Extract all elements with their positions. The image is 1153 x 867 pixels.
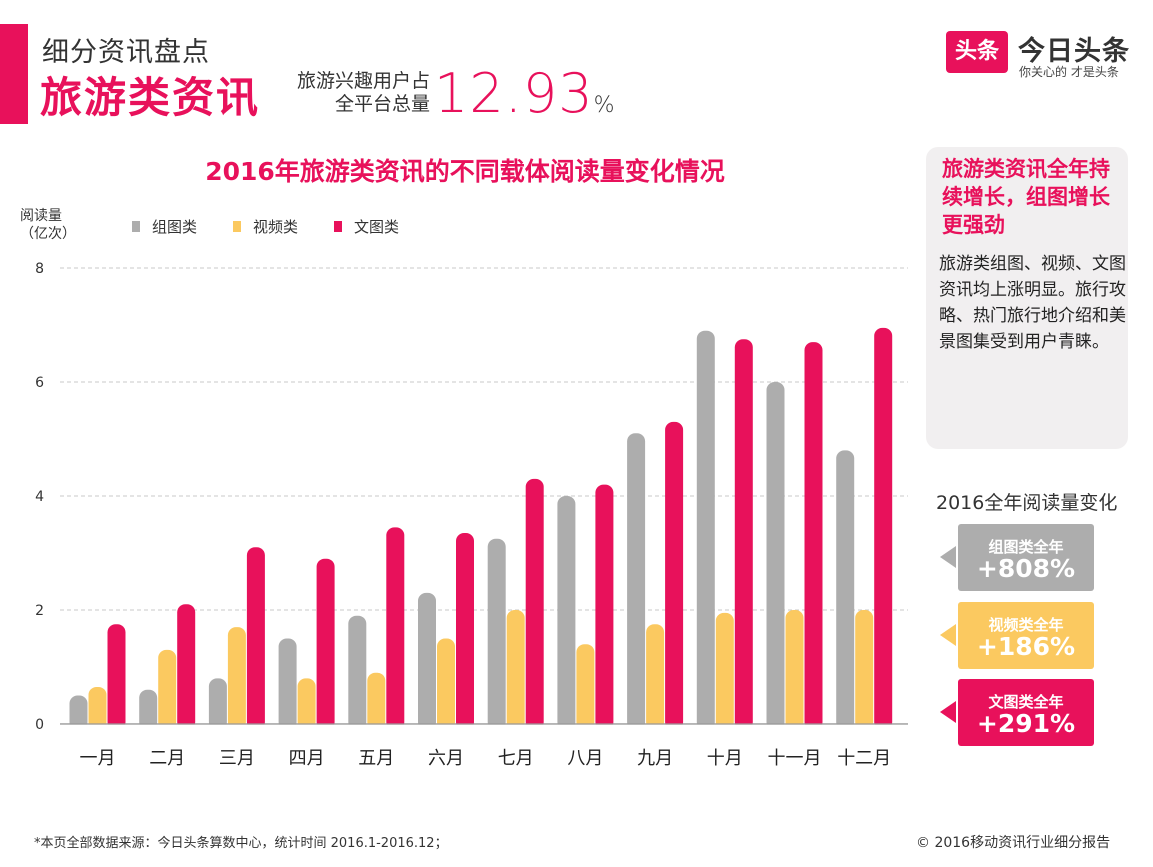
legend-item-grey: 组图类 bbox=[132, 216, 197, 237]
x-tick-label: 七月 bbox=[498, 748, 534, 769]
x-tick-label: 一月 bbox=[80, 748, 116, 769]
bar-2-0 bbox=[107, 624, 126, 730]
insight-body: 旅游类组图、视频、文图资讯均上涨明显。旅行攻略、热门旅行地介绍和美景图集受到用户… bbox=[939, 254, 1126, 352]
bar-2-9 bbox=[734, 339, 753, 730]
badge-value-pink: +291% bbox=[976, 709, 1076, 738]
page-title: 旅游类资讯 bbox=[40, 73, 261, 122]
bar-1-3 bbox=[297, 678, 316, 730]
badge-value-yellow: +186% bbox=[976, 632, 1076, 661]
bar-0-11 bbox=[836, 450, 855, 730]
legend-label-grey: 组图类 bbox=[152, 218, 198, 236]
bar-2-8 bbox=[665, 421, 684, 730]
bar-0-10 bbox=[766, 382, 785, 730]
share-label-line2: 全平台总量 bbox=[334, 93, 430, 115]
bar-1-7 bbox=[576, 644, 595, 730]
badge-grey: 组图类全年 +808% bbox=[940, 524, 1094, 591]
badge-label-yellow: 视频类全年 bbox=[988, 616, 1064, 634]
bar-1-10 bbox=[785, 610, 804, 730]
bar-0-9 bbox=[696, 330, 715, 730]
bar-2-7 bbox=[595, 484, 614, 730]
bar-2-11 bbox=[874, 327, 893, 730]
x-tick-label: 九月 bbox=[637, 748, 673, 769]
share-value: 12.93 bbox=[434, 62, 594, 125]
badge-label-pink: 文图类全年 bbox=[988, 693, 1064, 711]
copyright: © 2016移动资讯行业细分报告 bbox=[916, 835, 1111, 851]
bar-1-9 bbox=[715, 612, 734, 730]
share-value-block: 12.93% bbox=[434, 62, 616, 125]
badge-yellow: 视频类全年 +186% bbox=[940, 602, 1094, 669]
share-label: 旅游兴趣用户占 全平台总量 bbox=[292, 70, 430, 116]
y-axis-label-line1: 阅读量 bbox=[20, 208, 62, 224]
logo-name: 今日头条 bbox=[1018, 36, 1130, 67]
chart-title: 2016年旅游类资讯的不同载体阅读量变化情况 bbox=[205, 157, 725, 186]
legend-swatch-grey bbox=[132, 221, 140, 232]
badge-label-grey: 组图类全年 bbox=[988, 538, 1064, 556]
bar-2-2 bbox=[246, 547, 265, 730]
legend-swatch-pink bbox=[334, 221, 343, 232]
bar-0-7 bbox=[557, 496, 576, 730]
x-tick-label: 三月 bbox=[219, 748, 255, 769]
insight-heading: 旅游类资讯全年持续增长，组图增长更强劲 bbox=[942, 157, 1110, 237]
y-axis-label: 阅读量 （亿次） bbox=[20, 207, 76, 243]
y-tick-label: 0 bbox=[35, 717, 44, 733]
y-axis-label-line2: （亿次） bbox=[20, 226, 76, 242]
bar-2-4 bbox=[386, 527, 405, 730]
bar-2-1 bbox=[177, 604, 196, 730]
share-label-line1: 旅游兴趣用户占 bbox=[296, 70, 430, 92]
bar-1-6 bbox=[506, 610, 525, 730]
y-tick-label: 2 bbox=[35, 603, 44, 619]
bar-1-4 bbox=[367, 672, 386, 730]
x-tick-label: 五月 bbox=[358, 748, 394, 769]
share-unit: % bbox=[593, 93, 616, 118]
legend-item-pink: 文图类 bbox=[334, 216, 399, 237]
bar-0-3 bbox=[278, 638, 297, 730]
y-tick-label: 6 bbox=[35, 375, 44, 391]
legend-swatch-yellow bbox=[233, 221, 242, 232]
bar-0-8 bbox=[627, 433, 646, 730]
summary-title: 2016全年阅读量变化 bbox=[936, 492, 1118, 514]
chart-legend: 组图类 视频类 文图类 bbox=[132, 216, 399, 237]
bar-1-1 bbox=[158, 649, 177, 730]
logo-slogan: 你关心的 才是头条 bbox=[1019, 65, 1119, 79]
x-tick-label: 二月 bbox=[149, 748, 185, 769]
bar-0-2 bbox=[208, 678, 227, 730]
page-subtitle: 细分资讯盘点 bbox=[42, 37, 210, 68]
bar-1-11 bbox=[855, 610, 874, 730]
x-tick-label: 四月 bbox=[289, 748, 325, 769]
x-tick-label: 十一月 bbox=[768, 748, 822, 769]
y-tick-label: 8 bbox=[35, 261, 44, 277]
accent-bar bbox=[0, 24, 28, 124]
x-tick-label: 八月 bbox=[567, 748, 603, 769]
baseline-mask bbox=[60, 724, 908, 733]
bar-0-6 bbox=[487, 538, 506, 730]
bar-2-5 bbox=[456, 533, 474, 730]
legend-item-yellow: 视频类 bbox=[233, 216, 298, 237]
bar-0-0 bbox=[69, 695, 88, 730]
logo-box: 头条 bbox=[946, 31, 1008, 73]
bar-1-8 bbox=[646, 624, 665, 730]
y-tick-label: 4 bbox=[35, 489, 44, 505]
x-tick-label: 十月 bbox=[707, 748, 743, 769]
legend-label-yellow: 视频类 bbox=[253, 218, 299, 236]
bar-1-2 bbox=[227, 627, 246, 730]
x-tick-label: 十二月 bbox=[837, 748, 891, 769]
bar-1-0 bbox=[88, 686, 107, 730]
bar-0-1 bbox=[139, 689, 158, 730]
insight-panel: 旅游类资讯全年持续增长，组图增长更强劲 旅游类组图、视频、文图资讯均上涨明显。旅… bbox=[926, 147, 1128, 449]
bar-2-10 bbox=[804, 342, 823, 730]
legend-label-pink: 文图类 bbox=[354, 218, 400, 236]
source-footnote: *本页全部数据来源：今日头条算数中心，统计时间 2016.1-2016.12； bbox=[34, 836, 448, 851]
x-tick-label: 六月 bbox=[428, 748, 464, 769]
bar-chart: 0 2 4 6 8 一月 二月 三月 四月 五月 六月 七月 八月 九月 十月 十一月 十二月 bbox=[35, 261, 908, 769]
badge-value-grey: +808% bbox=[976, 554, 1076, 583]
badge-pink: 文图类全年 +291% bbox=[940, 679, 1094, 746]
bar-2-6 bbox=[525, 478, 544, 730]
bar-0-5 bbox=[418, 592, 436, 730]
bar-2-3 bbox=[316, 558, 335, 730]
bar-0-4 bbox=[348, 615, 367, 730]
bar-1-5 bbox=[437, 638, 455, 730]
